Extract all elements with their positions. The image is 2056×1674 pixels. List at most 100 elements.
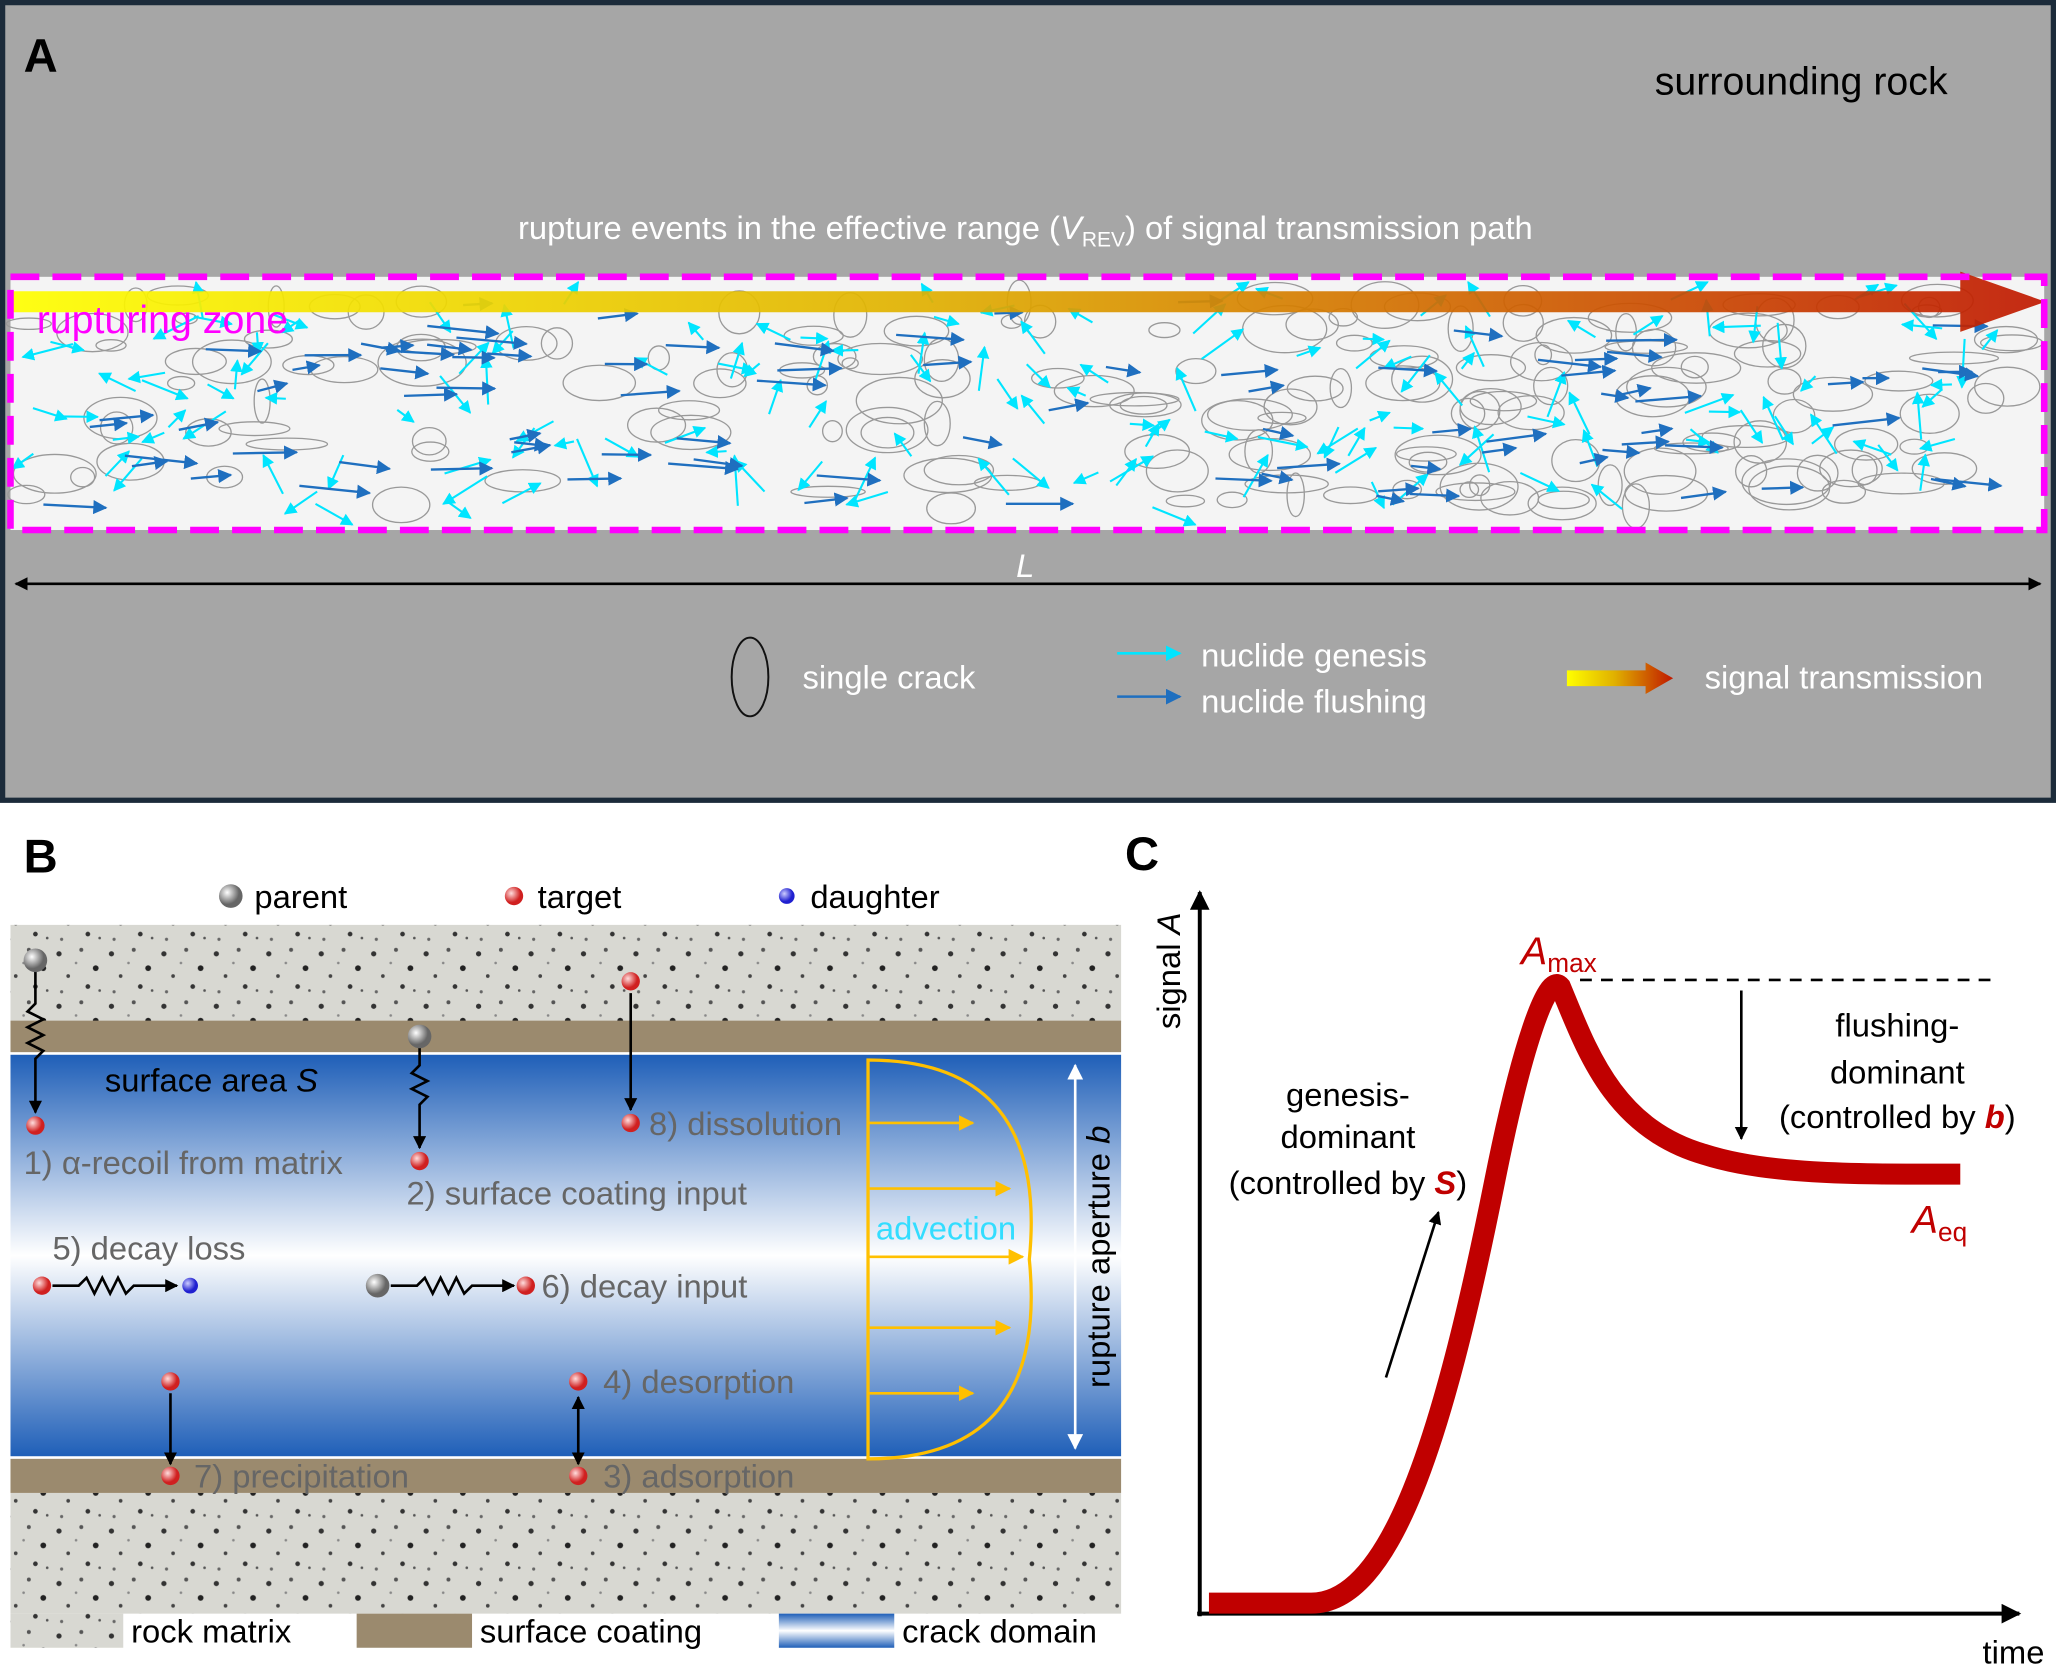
process-label: 3) adsorption [603,1458,794,1495]
advection-profile [866,1058,1033,1461]
crack [1053,374,1135,408]
genesis-arrow [442,475,488,505]
flushing-arrow [923,355,973,370]
genesis-arrow [1347,426,1366,457]
genesis-arrow [1296,345,1322,358]
crack [191,339,272,385]
genesis-arrow [1684,392,1735,414]
genesis-arrow [113,457,143,492]
crack [1469,474,1491,497]
crack [1833,427,1899,461]
genesis-arrow [1175,366,1197,412]
zone-border [7,273,2048,534]
flushing-arrow [131,455,169,470]
flushing-arrow [601,447,653,462]
legend-text: surface coating [480,1613,702,1650]
genesis-arrow [280,319,300,334]
crack [1857,472,1945,495]
crack [1395,446,1457,462]
genesis-arrow [1072,471,1099,485]
length-label: L [1016,547,1034,584]
genesis-arrow [396,409,415,423]
legend-text: crack domain [902,1613,1097,1650]
genesis-arrow [1144,422,1160,448]
flushing-arrow [962,435,1003,450]
genesis-arrow [1852,439,1892,456]
panel-label: C [1125,828,1159,881]
flushing-arrow [668,460,740,476]
crack [1207,398,1293,431]
crack [837,342,924,376]
flushing-arrow [620,384,681,399]
genesis-arrow [893,432,913,457]
flushing-arrow [1601,388,1630,403]
genesis-arrow [797,460,824,492]
signal-curve [1208,974,1961,1614]
flushing-arrow [777,361,843,376]
genesis-arrow [500,303,515,349]
genesis-arrow [1773,415,1794,446]
flushing-arrow [1482,442,1518,457]
genesis-arrow [32,407,68,422]
flushing-arrow [597,308,639,323]
crack [923,454,995,486]
legend-text: nuclide genesis [1201,636,1427,673]
genesis-arrow [717,362,755,375]
genesis-arrow [11,452,34,470]
genesis-arrow [1917,453,1931,491]
genesis-arrow [1981,329,1999,351]
crack [883,315,950,347]
genesis-arrow [264,392,286,405]
crack [1165,494,1206,508]
crack [164,347,227,376]
crack [1509,341,1573,382]
rock-top [10,924,1122,1022]
flushing-arrow [1410,460,1442,475]
crack [1480,480,1540,516]
genesis-arrow [314,502,354,526]
genesis-arrow [207,383,235,400]
aeq-label: Aeq [1910,1198,1967,1247]
genesis-arrow [112,431,141,445]
genesis-arrow [933,314,960,327]
legend-text: parent [254,878,347,915]
crack [1973,325,2039,354]
flushing-arrow [436,381,497,396]
crack [718,290,761,335]
genesis-arrow [1393,421,1425,435]
genesis-arrow [1323,426,1340,459]
crack [1653,442,1729,455]
amax-label: Amax [1519,929,1597,978]
genesis-arrow [1956,338,1969,389]
genesis-arrow [193,315,233,329]
genesis-arrow [1369,410,1391,423]
crack [923,400,951,447]
crack [1435,482,1516,502]
genesis-arrow [1362,332,1386,346]
flushing-arrow [456,335,528,350]
crack [1030,367,1085,389]
process-label: 5) decay loss [52,1229,245,1266]
flushing-arrow [1635,389,1703,405]
genesis-arrow [808,400,828,429]
flushing-arrow [205,343,263,358]
genesis-arrow [1566,319,1596,339]
genesis-arrow [1334,446,1378,474]
flushing-arrow [452,350,496,365]
flushing-arrow [1248,380,1286,395]
genesis-arrow [1020,320,1046,355]
flushing-arrow [896,331,965,346]
zone-label: rupturing zone [37,298,288,342]
legend-text: signal transmission [1705,659,1984,696]
flushing-arrow [1277,457,1341,472]
panel-label: B [24,830,58,883]
flushing-arrow [1574,351,1619,367]
advection-label: advection [876,1210,1016,1247]
genesis-arrow [800,331,829,345]
flushing-arrow [1922,367,1980,382]
flushing-arrow [816,472,882,487]
genesis-arrow [152,315,200,340]
genesis-arrow [21,343,74,361]
flushing-arrow [1761,480,1805,495]
rock-bottom [10,1492,1122,1614]
